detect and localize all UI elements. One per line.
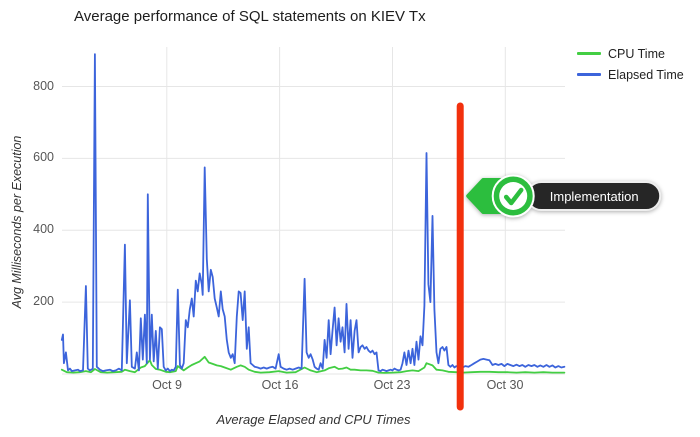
x-tick-oct-30: Oct 30	[486, 378, 524, 392]
implementation-badge-label: Implementation	[549, 189, 639, 204]
legend: CPU Time Elapsed Time	[577, 43, 684, 85]
x-tick-oct-9: Oct 9	[152, 378, 182, 392]
elapsed-line-swatch-icon	[577, 73, 601, 76]
legend-item-cpu-time: CPU Time	[577, 43, 684, 64]
y-tick-600: 600	[33, 150, 54, 164]
cpu-line-swatch-icon	[577, 52, 601, 55]
legend-label-elapsed-time: Elapsed Time	[608, 67, 684, 82]
x-tick-oct-23: Oct 23	[373, 378, 411, 392]
legend-item-elapsed-time: Elapsed Time	[577, 64, 684, 85]
x-axis-title: Average Elapsed and CPU Times	[216, 412, 411, 427]
x-tick-oct-16: Oct 16	[261, 378, 299, 392]
y-tick-200: 200	[33, 294, 54, 308]
chart-title: Average performance of SQL statements on…	[74, 8, 426, 25]
y-tick-400: 400	[33, 222, 54, 236]
y-tick-800: 800	[33, 79, 54, 93]
legend-label-cpu-time: CPU Time	[608, 46, 665, 61]
